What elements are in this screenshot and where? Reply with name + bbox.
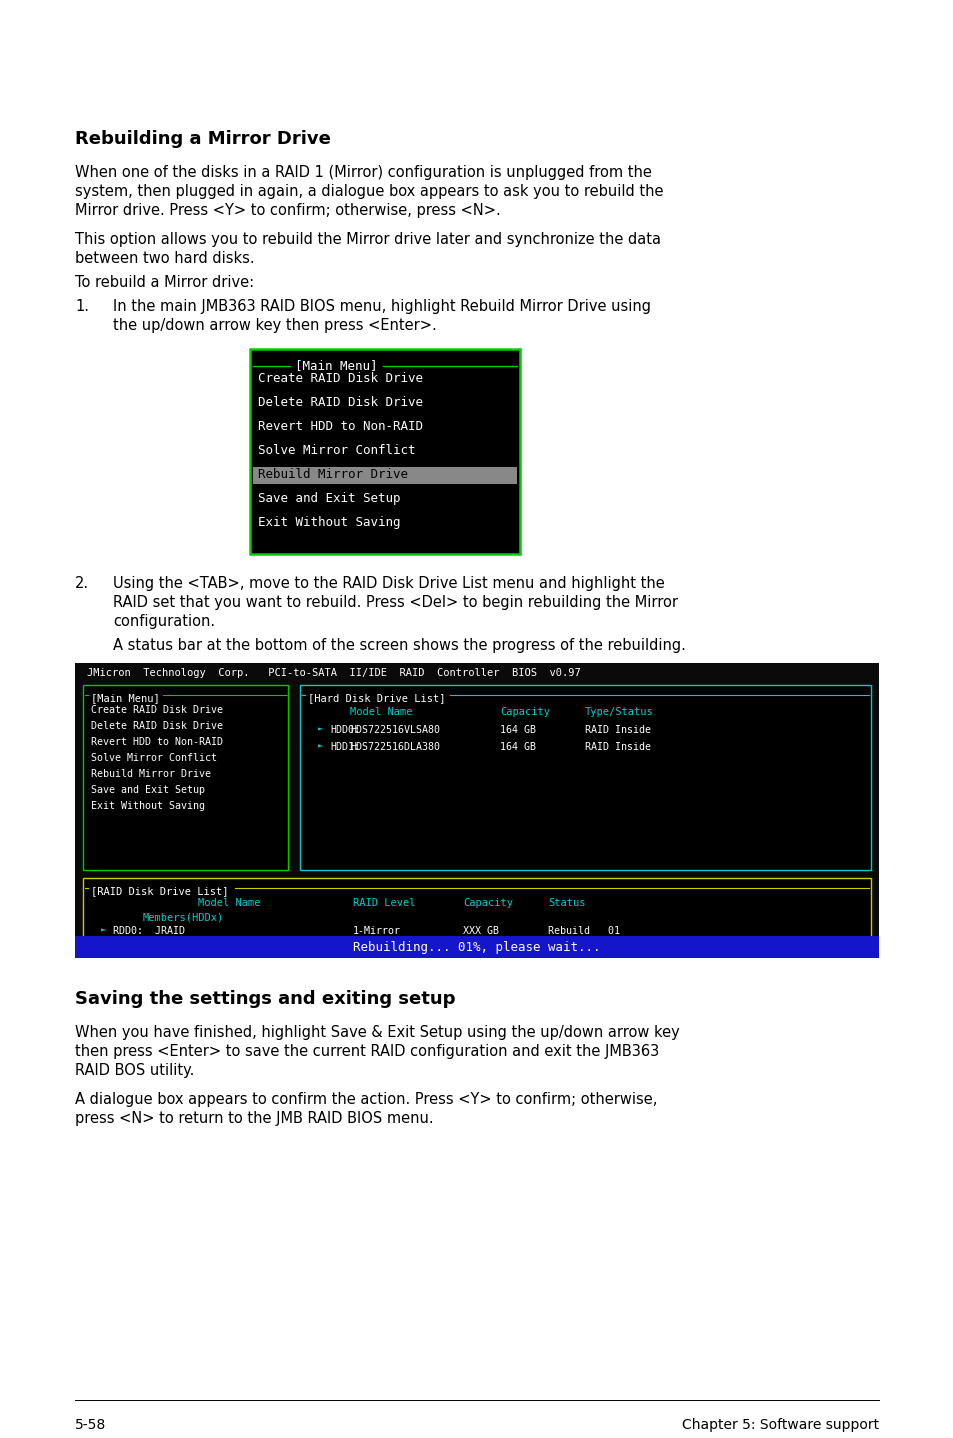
Text: Type/Status: Type/Status — [584, 707, 653, 718]
Text: 2.: 2. — [75, 577, 89, 591]
Text: RAID BOS utility.: RAID BOS utility. — [75, 1063, 194, 1078]
Text: Using the <TAB>, move to the RAID Disk Drive List menu and highlight the: Using the <TAB>, move to the RAID Disk D… — [112, 577, 664, 591]
Text: HDD1:: HDD1: — [330, 742, 359, 752]
Text: configuration.: configuration. — [112, 614, 214, 628]
Text: A status bar at the bottom of the screen shows the progress of the rebuilding.: A status bar at the bottom of the screen… — [112, 638, 685, 653]
Text: system, then plugged in again, a dialogue box appears to ask you to rebuild the: system, then plugged in again, a dialogu… — [75, 184, 662, 198]
Text: XXX GB: XXX GB — [462, 926, 498, 936]
Text: RAID Inside: RAID Inside — [584, 725, 650, 735]
Text: Rebuilding... 01%, please wait...: Rebuilding... 01%, please wait... — [353, 940, 600, 953]
Text: Revert HDD to Non-RAID: Revert HDD to Non-RAID — [257, 420, 422, 433]
Text: 1-Mirror: 1-Mirror — [353, 926, 400, 936]
Text: Model Name: Model Name — [350, 707, 412, 718]
Text: then press <Enter> to save the current RAID configuration and exit the JMB363: then press <Enter> to save the current R… — [75, 1044, 659, 1058]
Text: Solve Mirror Conflict: Solve Mirror Conflict — [257, 444, 416, 457]
Text: Members(HDDx): Members(HDDx) — [143, 912, 224, 922]
Text: Revert HDD to Non-RAID: Revert HDD to Non-RAID — [91, 738, 223, 746]
Text: To rebuild a Mirror drive:: To rebuild a Mirror drive: — [75, 275, 253, 290]
Text: Status: Status — [547, 897, 585, 907]
Bar — [83, 684, 288, 870]
Text: Save and Exit Setup: Save and Exit Setup — [257, 492, 400, 505]
Text: Rebuilding a Mirror Drive: Rebuilding a Mirror Drive — [75, 129, 331, 148]
Text: Exit Without Saving: Exit Without Saving — [91, 801, 205, 811]
Text: [Main Menu]: [Main Menu] — [294, 360, 377, 372]
Text: Mirror drive. Press <Y> to confirm; otherwise, press <N>.: Mirror drive. Press <Y> to confirm; othe… — [75, 203, 500, 219]
Text: Save and Exit Setup: Save and Exit Setup — [91, 785, 205, 795]
Text: When one of the disks in a RAID 1 (Mirror) configuration is unplugged from the: When one of the disks in a RAID 1 (Mirro… — [75, 165, 651, 180]
Bar — [75, 663, 878, 958]
Bar — [299, 684, 870, 870]
Text: HDS722516DLA380: HDS722516DLA380 — [350, 742, 439, 752]
Text: Rebuild Mirror Drive: Rebuild Mirror Drive — [91, 769, 211, 779]
Text: [Main Menu]: [Main Menu] — [91, 693, 159, 703]
Text: [RAID Disk Drive List]: [RAID Disk Drive List] — [91, 886, 229, 896]
Text: 1.: 1. — [75, 299, 89, 313]
Text: RAID Inside: RAID Inside — [584, 742, 650, 752]
Text: RAID set that you want to rebuild. Press <Del> to begin rebuilding the Mirror: RAID set that you want to rebuild. Press… — [112, 595, 678, 610]
Text: This option allows you to rebuild the Mirror drive later and synchronize the dat: This option allows you to rebuild the Mi… — [75, 232, 660, 247]
Bar — [253, 467, 517, 485]
Text: A dialogue box appears to confirm the action. Press <Y> to confirm; otherwise,: A dialogue box appears to confirm the ac… — [75, 1091, 657, 1107]
Text: Saving the settings and exiting setup: Saving the settings and exiting setup — [75, 989, 455, 1008]
Bar — [83, 879, 870, 940]
Text: 5-58: 5-58 — [75, 1418, 106, 1432]
Text: HDD0:: HDD0: — [330, 725, 359, 735]
Text: press <N> to return to the JMB RAID BIOS menu.: press <N> to return to the JMB RAID BIOS… — [75, 1112, 434, 1126]
Text: JMicron  Technology  Corp.   PCI-to-SATA  II/IDE  RAID  Controller  BIOS  v0.97: JMicron Technology Corp. PCI-to-SATA II/… — [87, 669, 580, 677]
Text: between two hard disks.: between two hard disks. — [75, 252, 254, 266]
Text: Capacity: Capacity — [462, 897, 513, 907]
Text: Chapter 5: Software support: Chapter 5: Software support — [681, 1418, 878, 1432]
Text: RDD0:  JRAID: RDD0: JRAID — [112, 926, 185, 936]
Text: Delete RAID Disk Drive: Delete RAID Disk Drive — [91, 720, 223, 731]
Text: ►: ► — [317, 742, 323, 751]
Text: Create RAID Disk Drive: Create RAID Disk Drive — [91, 705, 223, 715]
Text: Solve Mirror Conflict: Solve Mirror Conflict — [91, 754, 216, 764]
Text: Rebuild Mirror Drive: Rebuild Mirror Drive — [257, 467, 408, 480]
Text: Capacity: Capacity — [499, 707, 550, 718]
Text: [Hard Disk Drive List]: [Hard Disk Drive List] — [308, 693, 445, 703]
Text: ►: ► — [317, 725, 323, 733]
Text: When you have finished, highlight Save & Exit Setup using the up/down arrow key: When you have finished, highlight Save &… — [75, 1025, 679, 1040]
Bar — [75, 936, 878, 958]
Text: Rebuild   01: Rebuild 01 — [547, 926, 619, 936]
Text: ►: ► — [101, 926, 106, 935]
Text: RAID Level: RAID Level — [353, 897, 416, 907]
Text: HDS722516VLSA80: HDS722516VLSA80 — [350, 725, 439, 735]
Text: the up/down arrow key then press <Enter>.: the up/down arrow key then press <Enter>… — [112, 318, 436, 334]
Text: Model Name: Model Name — [198, 897, 260, 907]
Bar — [250, 349, 519, 554]
Text: Exit Without Saving: Exit Without Saving — [257, 516, 400, 529]
Text: In the main JMB363 RAID BIOS menu, highlight Rebuild Mirror Drive using: In the main JMB363 RAID BIOS menu, highl… — [112, 299, 650, 313]
Text: 164 GB: 164 GB — [499, 742, 536, 752]
Text: Delete RAID Disk Drive: Delete RAID Disk Drive — [257, 395, 422, 408]
Text: 164 GB: 164 GB — [499, 725, 536, 735]
Text: Create RAID Disk Drive: Create RAID Disk Drive — [257, 372, 422, 385]
